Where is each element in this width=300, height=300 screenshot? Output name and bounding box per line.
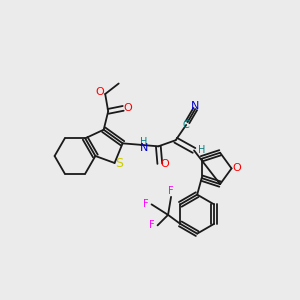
Text: C: C <box>183 120 190 130</box>
Text: H: H <box>140 137 148 147</box>
Text: F: F <box>149 220 155 230</box>
Text: N: N <box>191 101 200 111</box>
Text: N: N <box>140 143 148 153</box>
Text: O: O <box>123 103 132 113</box>
Text: F: F <box>143 200 149 209</box>
Text: O: O <box>161 159 170 169</box>
Text: H: H <box>198 146 205 155</box>
Text: O: O <box>232 164 241 173</box>
Text: S: S <box>115 157 123 170</box>
Text: F: F <box>168 187 174 196</box>
Text: O: O <box>95 87 104 97</box>
